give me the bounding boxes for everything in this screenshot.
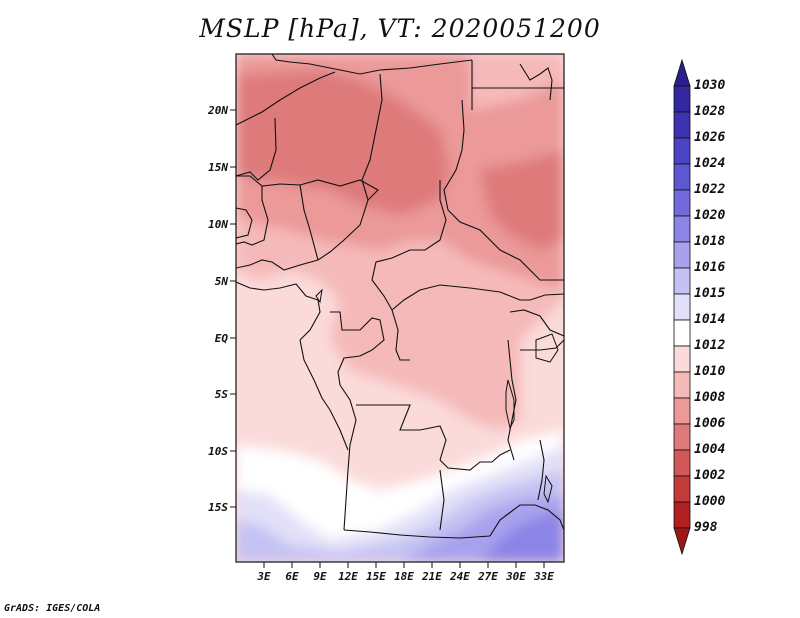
colorbar-tick-label: 1020: [694, 208, 726, 223]
lon-label-24e: 24E: [450, 570, 470, 583]
map-frame: [235, 53, 565, 563]
lakes: [315, 288, 559, 504]
lon-label-3e: 3E: [257, 570, 271, 583]
colorbar-tick-label: 1008: [694, 390, 726, 405]
country-borders: [236, 54, 564, 539]
colorbar-swatch: [673, 371, 691, 399]
axis-ticks: [230, 109, 545, 568]
colorbar-swatch: [673, 449, 691, 477]
lat-label-15n: 15N: [208, 161, 228, 174]
colorbar-tick-label: 1002: [694, 468, 726, 483]
colorbar-tick-label: 1010: [694, 364, 726, 379]
colorbar-swatch: [673, 345, 691, 373]
colorbar-swatch: [673, 189, 691, 217]
lon-label-27e: 27E: [478, 570, 498, 583]
colorbar-swatch: [673, 319, 691, 347]
map-title: MSLP [hPa], VT: 2020051200: [199, 14, 601, 43]
lat-label-10s: 10S: [208, 445, 228, 458]
colorbar-tick-label: 1018: [694, 234, 726, 249]
colorbar-swatch: [673, 241, 691, 269]
lon-label-30e: 30E: [506, 570, 526, 583]
colorbar-tick-label: 1004: [694, 442, 726, 457]
lon-label-9e: 9E: [313, 570, 327, 583]
colorbar-swatch: [673, 137, 691, 165]
contour-1020: [480, 512, 564, 562]
colorbar-tick-label: 1022: [694, 182, 726, 197]
colorbar-swatch: [673, 267, 691, 295]
colorbar-top-arrow: [673, 58, 691, 87]
pressure-field: [236, 54, 564, 562]
colorbar-bottom-arrow: [673, 527, 691, 556]
colorbar-tick-label: 1030: [694, 78, 726, 93]
colorbar-tick-label: 998: [694, 520, 718, 535]
lon-label-12e: 12E: [338, 570, 358, 583]
lat-label-5s: 5S: [214, 388, 228, 401]
colorbar-tick-label: 1000: [694, 494, 726, 509]
colorbar-swatch: [673, 111, 691, 139]
colorbar-swatch: [673, 475, 691, 503]
colorbar-tick-label: 1006: [694, 416, 726, 431]
lat-label-15s: 15S: [208, 501, 228, 514]
colorbar-tick-label: 1016: [694, 260, 726, 275]
colorbar-tick-label: 1014: [694, 312, 726, 327]
colorbar: [673, 58, 691, 556]
lat-label-5n: 5N: [214, 275, 228, 288]
colorbar-tick-label: 1015: [694, 286, 726, 301]
lon-label-6e: 6E: [285, 570, 299, 583]
colorbar-swatch: [673, 163, 691, 191]
contour-1006-east: [480, 150, 564, 250]
colorbar-tick-label: 1012: [694, 338, 726, 353]
lon-label-21e: 21E: [422, 570, 442, 583]
colorbar-swatch: [673, 293, 691, 321]
lat-label-20n: 20N: [208, 104, 228, 117]
colorbar-tick-label: 1026: [694, 130, 726, 145]
colorbar-swatch: [673, 501, 691, 529]
lat-label-eq: EQ: [214, 332, 228, 345]
colorbar-swatch: [673, 423, 691, 451]
lon-label-33e: 33E: [534, 570, 554, 583]
lat-label-10n: 10N: [208, 218, 228, 231]
lon-label-15e: 15E: [366, 570, 386, 583]
contour-1006: [236, 70, 450, 215]
lon-label-18e: 18E: [394, 570, 414, 583]
grads-credit: GrADS: IGES/COLA: [4, 603, 101, 614]
colorbar-tick-label: 1024: [694, 156, 726, 171]
colorbar-swatch: [673, 85, 691, 113]
colorbar-swatch: [673, 397, 691, 425]
colorbar-tick-label: 1028: [694, 104, 726, 119]
colorbar-swatch: [673, 215, 691, 243]
